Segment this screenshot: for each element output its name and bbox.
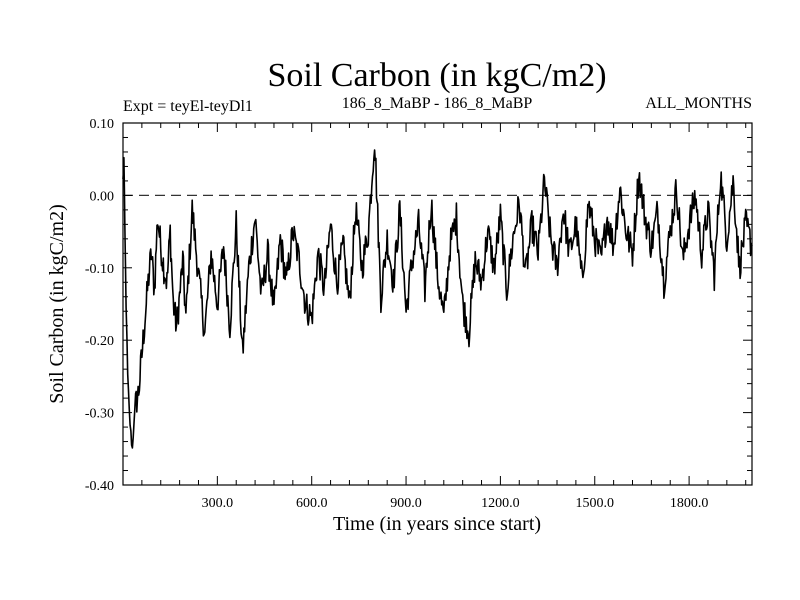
- series-layer: [122, 149, 753, 449]
- y-tick-label: -0.20: [85, 334, 114, 349]
- x-axis-label: Time (in years since start): [333, 513, 541, 535]
- plot-frame: [122, 122, 753, 486]
- y-tick-label: -0.10: [85, 262, 114, 277]
- y-tick-label: 0.00: [90, 189, 115, 204]
- y-tick-label: -0.40: [85, 479, 114, 494]
- x-tick-label: 300.0: [202, 496, 234, 511]
- y-axis-label: Soil Carbon (in kgC/m2): [46, 204, 68, 403]
- x-tick-label: 1800.0: [670, 496, 709, 511]
- y-tick-label: -0.30: [85, 407, 114, 422]
- y-tick-label: 0.10: [90, 117, 115, 132]
- period-label: 186_8_MaBP - 186_8_MaBP: [342, 95, 533, 112]
- x-tick-label: 1500.0: [576, 496, 615, 511]
- experiment-label: Expt = teyEl-teyDl1: [123, 98, 253, 115]
- x-tick-label: 1200.0: [481, 496, 520, 511]
- axis-layer: 300.0 600.0 900.0 1200.0 1500.0 1800.0 0.10 0.0…: [85, 117, 753, 511]
- x-tick-label: 600.0: [296, 496, 328, 511]
- months-label: ALL_MONTHS: [645, 95, 752, 112]
- x-tick-label: 900.0: [390, 496, 422, 511]
- chart-title: Soil Carbon (in kgC/m2): [267, 57, 606, 94]
- series-line: [122, 149, 753, 449]
